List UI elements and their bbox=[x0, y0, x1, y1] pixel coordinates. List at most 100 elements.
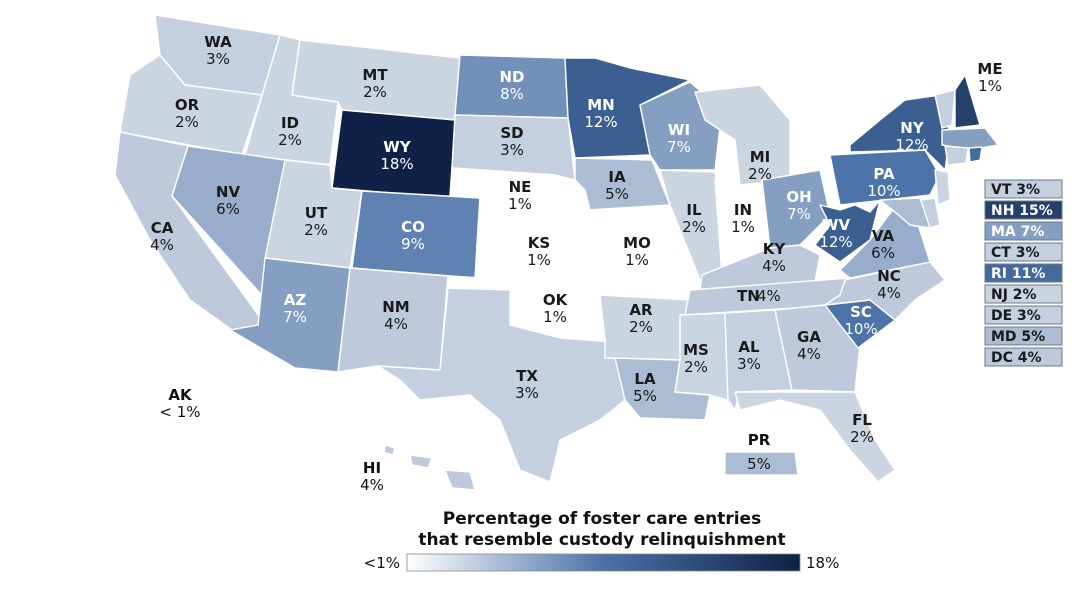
state-label-sc: SC bbox=[850, 303, 872, 321]
small-state-label-ri: RI 11% bbox=[991, 266, 1045, 282]
state-value-pr: 5% bbox=[747, 455, 771, 473]
state-ak[interactable] bbox=[109, 357, 301, 491]
small-state-label-dc: DC 4% bbox=[991, 350, 1042, 366]
state-value-la: 5% bbox=[633, 387, 657, 405]
state-label-ut: UT bbox=[305, 204, 328, 222]
state-label-tx: TX bbox=[516, 367, 538, 385]
state-label-tn: TN bbox=[737, 287, 760, 305]
state-value-or: 2% bbox=[175, 113, 199, 131]
state-value-ny: 12% bbox=[895, 136, 928, 154]
state-value-mt: 2% bbox=[363, 83, 387, 101]
state-value-sc: 10% bbox=[844, 320, 877, 338]
small-state-box-ct[interactable] bbox=[984, 242, 1063, 262]
state-nh[interactable] bbox=[954, 74, 981, 129]
state-label-al: AL bbox=[738, 338, 760, 356]
state-value-ar: 2% bbox=[629, 318, 653, 336]
state-value-va: 6% bbox=[871, 244, 895, 262]
small-state-label-vt: VT 3% bbox=[991, 182, 1040, 198]
state-hi[interactable] bbox=[383, 444, 476, 491]
state-vt[interactable] bbox=[934, 89, 956, 129]
state-value-hi: 4% bbox=[360, 476, 384, 494]
state-label-co: CO bbox=[401, 218, 425, 236]
state-ct[interactable] bbox=[944, 145, 969, 166]
state-value-tn: 4% bbox=[757, 287, 781, 305]
state-value-ut: 2% bbox=[304, 221, 328, 239]
state-value-ia: 5% bbox=[605, 185, 629, 203]
state-label-pa: PA bbox=[873, 165, 895, 183]
state-label-sd: SD bbox=[500, 124, 523, 142]
state-md[interactable] bbox=[879, 197, 931, 229]
state-label-oh: OH bbox=[786, 188, 811, 206]
state-value-fl: 2% bbox=[850, 428, 874, 446]
state-value-mi: 2% bbox=[748, 165, 772, 183]
state-label-ne: NE bbox=[509, 178, 532, 196]
state-value-il: 2% bbox=[682, 218, 706, 236]
state-label-az: AZ bbox=[284, 291, 307, 309]
state-value-nv: 6% bbox=[216, 200, 240, 218]
state-value-mo: 1% bbox=[625, 251, 649, 269]
state-value-ks: 1% bbox=[527, 251, 551, 269]
state-value-wv: 12% bbox=[819, 233, 852, 251]
state-value-in: 1% bbox=[731, 218, 755, 236]
small-state-box-nh[interactable] bbox=[984, 200, 1063, 220]
state-label-ks: KS bbox=[528, 234, 550, 252]
small-state-box-vt[interactable] bbox=[984, 179, 1063, 199]
state-ri[interactable] bbox=[968, 146, 983, 163]
small-state-box-de[interactable] bbox=[984, 305, 1063, 325]
state-label-wy: WY bbox=[383, 138, 412, 156]
state-nc[interactable] bbox=[824, 261, 946, 321]
state-label-ny: NY bbox=[900, 119, 925, 137]
state-sd[interactable] bbox=[451, 114, 576, 181]
scale-max-label: 18% bbox=[806, 554, 839, 572]
legend-title-line1: Percentage of foster care entries bbox=[443, 509, 761, 529]
state-value-tx: 3% bbox=[515, 384, 539, 402]
state-value-wa: 3% bbox=[206, 50, 230, 68]
state-value-nm: 4% bbox=[384, 315, 408, 333]
state-value-ky: 4% bbox=[762, 257, 786, 275]
state-tx[interactable] bbox=[377, 287, 626, 483]
state-fl[interactable] bbox=[734, 391, 896, 483]
state-label-nd: ND bbox=[499, 68, 524, 86]
state-label-ok: OK bbox=[543, 291, 569, 309]
small-state-label-nh: NH 15% bbox=[991, 203, 1053, 219]
state-oh[interactable] bbox=[761, 169, 831, 249]
state-value-ne: 1% bbox=[508, 195, 532, 213]
color-scale-bar bbox=[406, 553, 801, 572]
state-shapes bbox=[109, 14, 1026, 491]
state-label-wa: WA bbox=[204, 33, 232, 51]
small-state-label-de: DE 3% bbox=[991, 308, 1041, 324]
small-state-box-nj[interactable] bbox=[984, 284, 1063, 304]
state-value-ga: 4% bbox=[797, 345, 821, 363]
state-pr[interactable] bbox=[724, 451, 799, 476]
state-label-ia: IA bbox=[608, 168, 626, 186]
state-nj[interactable] bbox=[934, 169, 951, 206]
state-label-mn: MN bbox=[587, 96, 614, 114]
state-label-ak: AK bbox=[168, 386, 193, 404]
small-state-box-ma[interactable] bbox=[984, 221, 1063, 241]
state-ga[interactable] bbox=[774, 304, 861, 393]
small-state-box-md[interactable] bbox=[984, 326, 1063, 346]
state-wv[interactable] bbox=[814, 199, 881, 263]
scale-min-label: <1% bbox=[364, 554, 400, 572]
state-value-mn: 12% bbox=[584, 113, 617, 131]
small-state-box-dc[interactable] bbox=[984, 347, 1063, 367]
state-label-ga: GA bbox=[797, 328, 821, 346]
small-state-label-ma: MA 7% bbox=[991, 224, 1044, 240]
state-ma[interactable] bbox=[941, 127, 999, 151]
state-label-fl: FL bbox=[852, 411, 872, 429]
state-label-il: IL bbox=[686, 201, 702, 219]
state-value-az: 7% bbox=[283, 308, 307, 326]
state-label-hi: HI bbox=[363, 459, 381, 477]
state-label-mt: MT bbox=[362, 66, 388, 84]
state-value-ms: 2% bbox=[684, 358, 708, 376]
state-value-wy: 18% bbox=[380, 155, 413, 173]
state-label-or: OR bbox=[175, 96, 200, 114]
small-state-label-nj: NJ 2% bbox=[991, 287, 1037, 303]
small-state-box-ri[interactable] bbox=[984, 263, 1063, 283]
state-value-ok: 1% bbox=[543, 308, 567, 326]
state-value-ak: < 1% bbox=[159, 403, 200, 421]
state-value-co: 9% bbox=[401, 235, 425, 253]
state-value-wi: 7% bbox=[667, 138, 691, 156]
state-label-ar: AR bbox=[629, 301, 653, 319]
state-label-id: ID bbox=[281, 114, 299, 132]
